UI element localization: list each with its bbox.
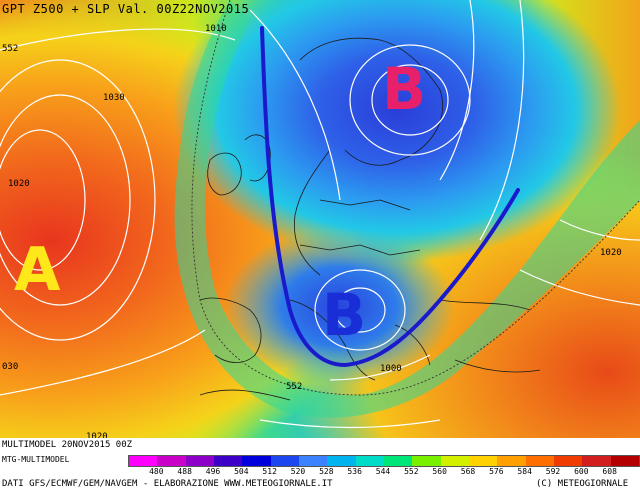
color-swatch (383, 456, 413, 466)
color-swatch (497, 456, 526, 466)
color-scale-tick: 576 (489, 467, 504, 476)
copyright-label: (C) METEOGIORNALE (536, 479, 629, 489)
color-scale-tick: 584 (517, 467, 532, 476)
color-scale-tick: 608 (602, 467, 617, 476)
isobar-label: 1020 (86, 432, 108, 438)
color-swatch (412, 456, 441, 466)
color-scale-bar (128, 455, 640, 467)
isobar-label: 552 (286, 382, 303, 392)
color-swatch (582, 456, 611, 466)
color-scale-tick: 552 (404, 467, 419, 476)
geopotential-field (0, 0, 640, 438)
color-swatch (242, 456, 271, 466)
color-swatch (129, 456, 158, 466)
isobar-label: 1020 (600, 248, 622, 258)
color-swatch (553, 456, 583, 466)
color-swatch (327, 456, 356, 466)
color-scale-tick: 600 (574, 467, 589, 476)
color-scale-tick: 528 (319, 467, 334, 476)
coastlines (199, 37, 541, 401)
color-scale-tick: 488 (177, 467, 192, 476)
color-swatch (355, 456, 384, 466)
credits-label: DATI GFS/ECMWF/GEM/NAVGEM - ELABORAZIONE… (2, 479, 333, 489)
color-scale-tick: 568 (460, 467, 476, 476)
isobar-label: 1030 (103, 93, 125, 103)
color-swatch (468, 456, 498, 466)
model-source-label: MTG-MULTIMODEL (2, 455, 70, 464)
color-scale-tick: 536 (347, 467, 362, 476)
color-swatch (270, 456, 299, 466)
color-scale-tick: 592 (545, 467, 561, 476)
trough-axis (260, 26, 520, 368)
color-scale-tick: 480 (149, 467, 164, 476)
color-swatch (440, 456, 469, 466)
color-scale-tick: 496 (205, 467, 221, 476)
color-scale-tick: 544 (375, 467, 391, 476)
color-scale-tick: 560 (432, 467, 447, 476)
isobar-label: 1020 (8, 179, 30, 189)
dam-552-line (191, 0, 640, 396)
weather-map: GPT Z500 + SLP Val. 00Z22NOV2015 552 101… (0, 0, 640, 438)
map-title: GPT Z500 + SLP Val. 00Z22NOV2015 (2, 2, 250, 16)
color-scale-tick: 504 (234, 467, 249, 476)
color-swatch (157, 456, 186, 466)
isobars (0, 0, 640, 428)
isobar-label: 1010 (205, 24, 227, 34)
model-run-label: MULTIMODEL 20NOV2015 00Z (2, 440, 133, 450)
low-pressure-label-south: B (322, 281, 367, 349)
color-scale-tick: 512 (262, 467, 277, 476)
isobar-label: 552 (2, 44, 19, 54)
isobar-label: 030 (2, 362, 19, 372)
isobar-label: 1000 (380, 364, 402, 374)
color-swatch (185, 456, 214, 466)
color-swatch (525, 456, 554, 466)
color-swatch (610, 456, 639, 466)
color-swatch (298, 456, 328, 466)
color-swatch (213, 456, 243, 466)
color-scale-ticks: 480 488 496 504 512 520 528 536 544 552 560 568 576 5… (128, 467, 640, 479)
color-scale-tick: 520 (290, 467, 306, 476)
high-pressure-label: A (14, 235, 61, 305)
low-pressure-label-north: B (382, 55, 427, 123)
